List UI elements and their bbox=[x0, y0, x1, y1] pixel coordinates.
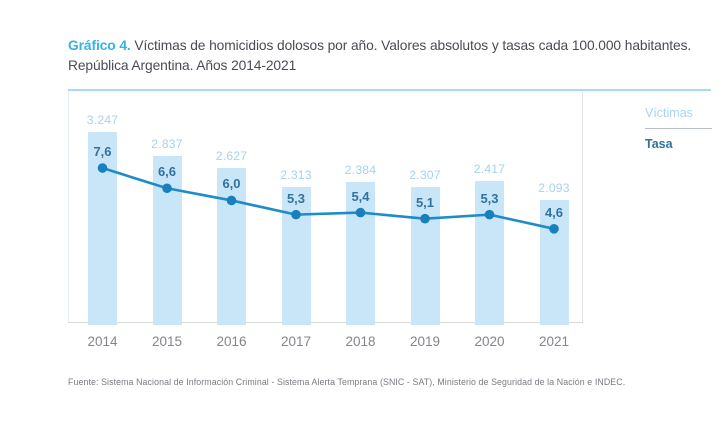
rate-value-label: 4,6 bbox=[544, 204, 564, 220]
chart-title: Gráfico 4. Víctimas de homicidios doloso… bbox=[68, 36, 720, 76]
rate-value-label: 6,6 bbox=[157, 164, 177, 180]
victims-bar bbox=[539, 199, 569, 325]
rate-line-layer bbox=[97, 163, 559, 234]
x-axis-label: 2020 bbox=[474, 334, 505, 349]
rate-value-label: 5,1 bbox=[415, 194, 435, 210]
victims-value-label: 2.837 bbox=[151, 136, 183, 151]
rate-value-label: 5,3 bbox=[286, 190, 306, 206]
x-axis-label: 2021 bbox=[538, 334, 570, 349]
victims-bar bbox=[346, 182, 375, 325]
x-axis-label: 2014 bbox=[87, 334, 118, 349]
rate-value-label: 7,6 bbox=[93, 144, 112, 160]
legend-divider-line bbox=[645, 128, 712, 129]
rate-point bbox=[484, 209, 495, 220]
chart-title-badge: Gráfico 4. bbox=[68, 38, 131, 53]
x-axis-baseline bbox=[68, 322, 583, 323]
rate-point bbox=[291, 209, 301, 220]
x-axis-label: 2018 bbox=[345, 334, 376, 349]
y-axis-right-spine bbox=[582, 91, 583, 322]
legend-item-victims: Víctimas bbox=[645, 106, 693, 120]
x-axis-label: 2015 bbox=[151, 334, 183, 349]
victims-value-label: 2.627 bbox=[215, 149, 248, 164]
victims-value-label: 3.247 bbox=[86, 113, 119, 127]
rate-point bbox=[162, 183, 172, 194]
rate-point bbox=[549, 224, 559, 234]
source-note: Fuente: Sistema Nacional de Información … bbox=[68, 377, 626, 387]
victims-bar bbox=[475, 180, 504, 325]
victims-bar bbox=[410, 187, 440, 325]
rate-value-label: 6,0 bbox=[222, 176, 241, 192]
rate-point bbox=[420, 213, 430, 224]
chart-legend: Víctimas Tasa bbox=[645, 106, 715, 151]
rate-value-label: 5,4 bbox=[351, 188, 370, 204]
rate-point bbox=[97, 163, 108, 173]
victims-value-label: 2.307 bbox=[409, 168, 441, 182]
victims-value-label: 2.384 bbox=[344, 163, 377, 178]
x-axis-label: 2017 bbox=[280, 334, 312, 349]
rate-value-label: 5,3 bbox=[480, 190, 499, 206]
legend-item-tasa: Tasa bbox=[645, 137, 673, 151]
chart-title-line2: República Argentina. Años 2014-2021 bbox=[68, 58, 297, 73]
victims-bar bbox=[281, 186, 311, 325]
victims-value-label: 2.313 bbox=[280, 167, 312, 182]
victims-bar bbox=[217, 168, 246, 325]
plot-area: 3.247 7,6 2.837 6,6 2.627 6,0 2.313 5,3 2.384 5,4… bbox=[68, 91, 583, 325]
y-axis-left-spine bbox=[68, 91, 69, 322]
chart-title-line1: Víctimas de homicidios dolosos por año. … bbox=[130, 38, 692, 53]
rate-point bbox=[226, 195, 237, 206]
rate-point bbox=[355, 207, 366, 218]
x-axis-label: 2016 bbox=[216, 334, 247, 349]
victims-value-label: 2.417 bbox=[473, 161, 506, 176]
rate-line bbox=[102, 166, 555, 231]
x-axis-label: 2019 bbox=[409, 334, 441, 349]
victims-value-label: 2.093 bbox=[538, 180, 570, 195]
title-divider-line bbox=[68, 89, 711, 91]
